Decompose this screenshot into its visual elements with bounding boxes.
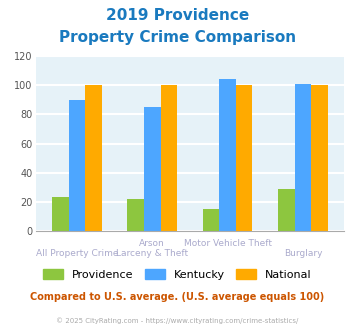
Bar [127,199,144,231]
Bar [144,107,160,231]
Bar [85,85,102,231]
Bar [219,80,236,231]
Bar [236,85,252,231]
Text: Motor Vehicle Theft: Motor Vehicle Theft [184,239,272,248]
Bar [278,189,295,231]
Bar [295,84,311,231]
Text: 2019 Providence: 2019 Providence [106,8,249,23]
Bar [52,197,69,231]
Bar [69,100,85,231]
Text: All Property Crime: All Property Crime [36,249,118,258]
Text: Burglary: Burglary [284,249,322,258]
Bar [203,209,219,231]
Bar [311,85,328,231]
Text: Arson: Arson [140,239,165,248]
Text: Compared to U.S. average. (U.S. average equals 100): Compared to U.S. average. (U.S. average … [31,292,324,302]
Legend: Providence, Kentucky, National: Providence, Kentucky, National [39,265,316,284]
Text: Larceny & Theft: Larceny & Theft [116,249,188,258]
Text: © 2025 CityRating.com - https://www.cityrating.com/crime-statistics/: © 2025 CityRating.com - https://www.city… [56,317,299,324]
Bar [160,85,177,231]
Text: Property Crime Comparison: Property Crime Comparison [59,30,296,45]
